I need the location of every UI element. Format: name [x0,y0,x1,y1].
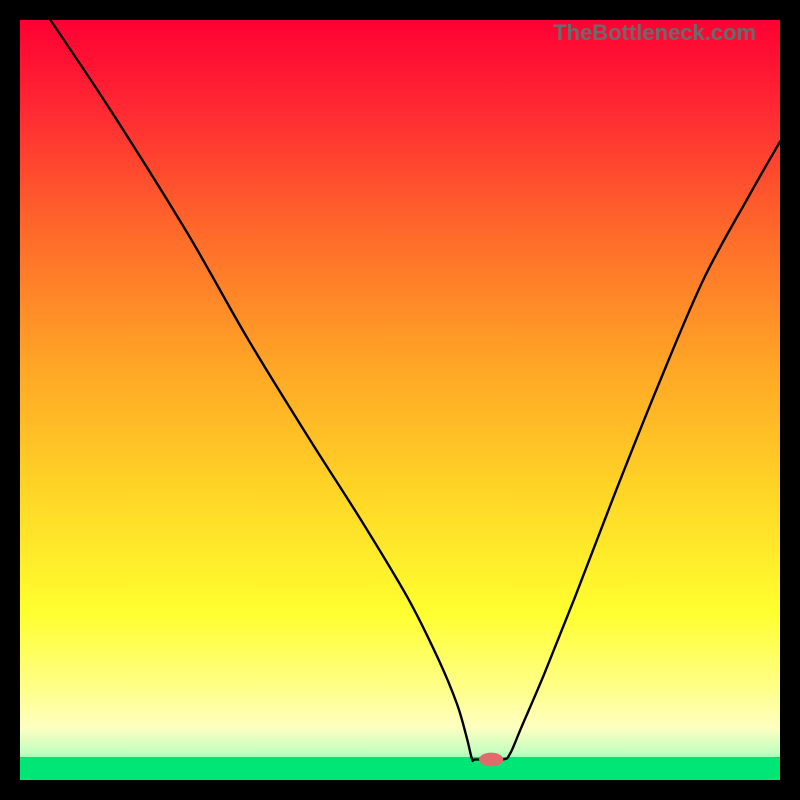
chart-frame: TheBottleneck.com [0,0,800,800]
curve-svg [20,20,780,780]
plot-area: TheBottleneck.com [20,20,780,780]
optimal-marker [479,753,503,767]
bottleneck-curve [50,20,780,761]
